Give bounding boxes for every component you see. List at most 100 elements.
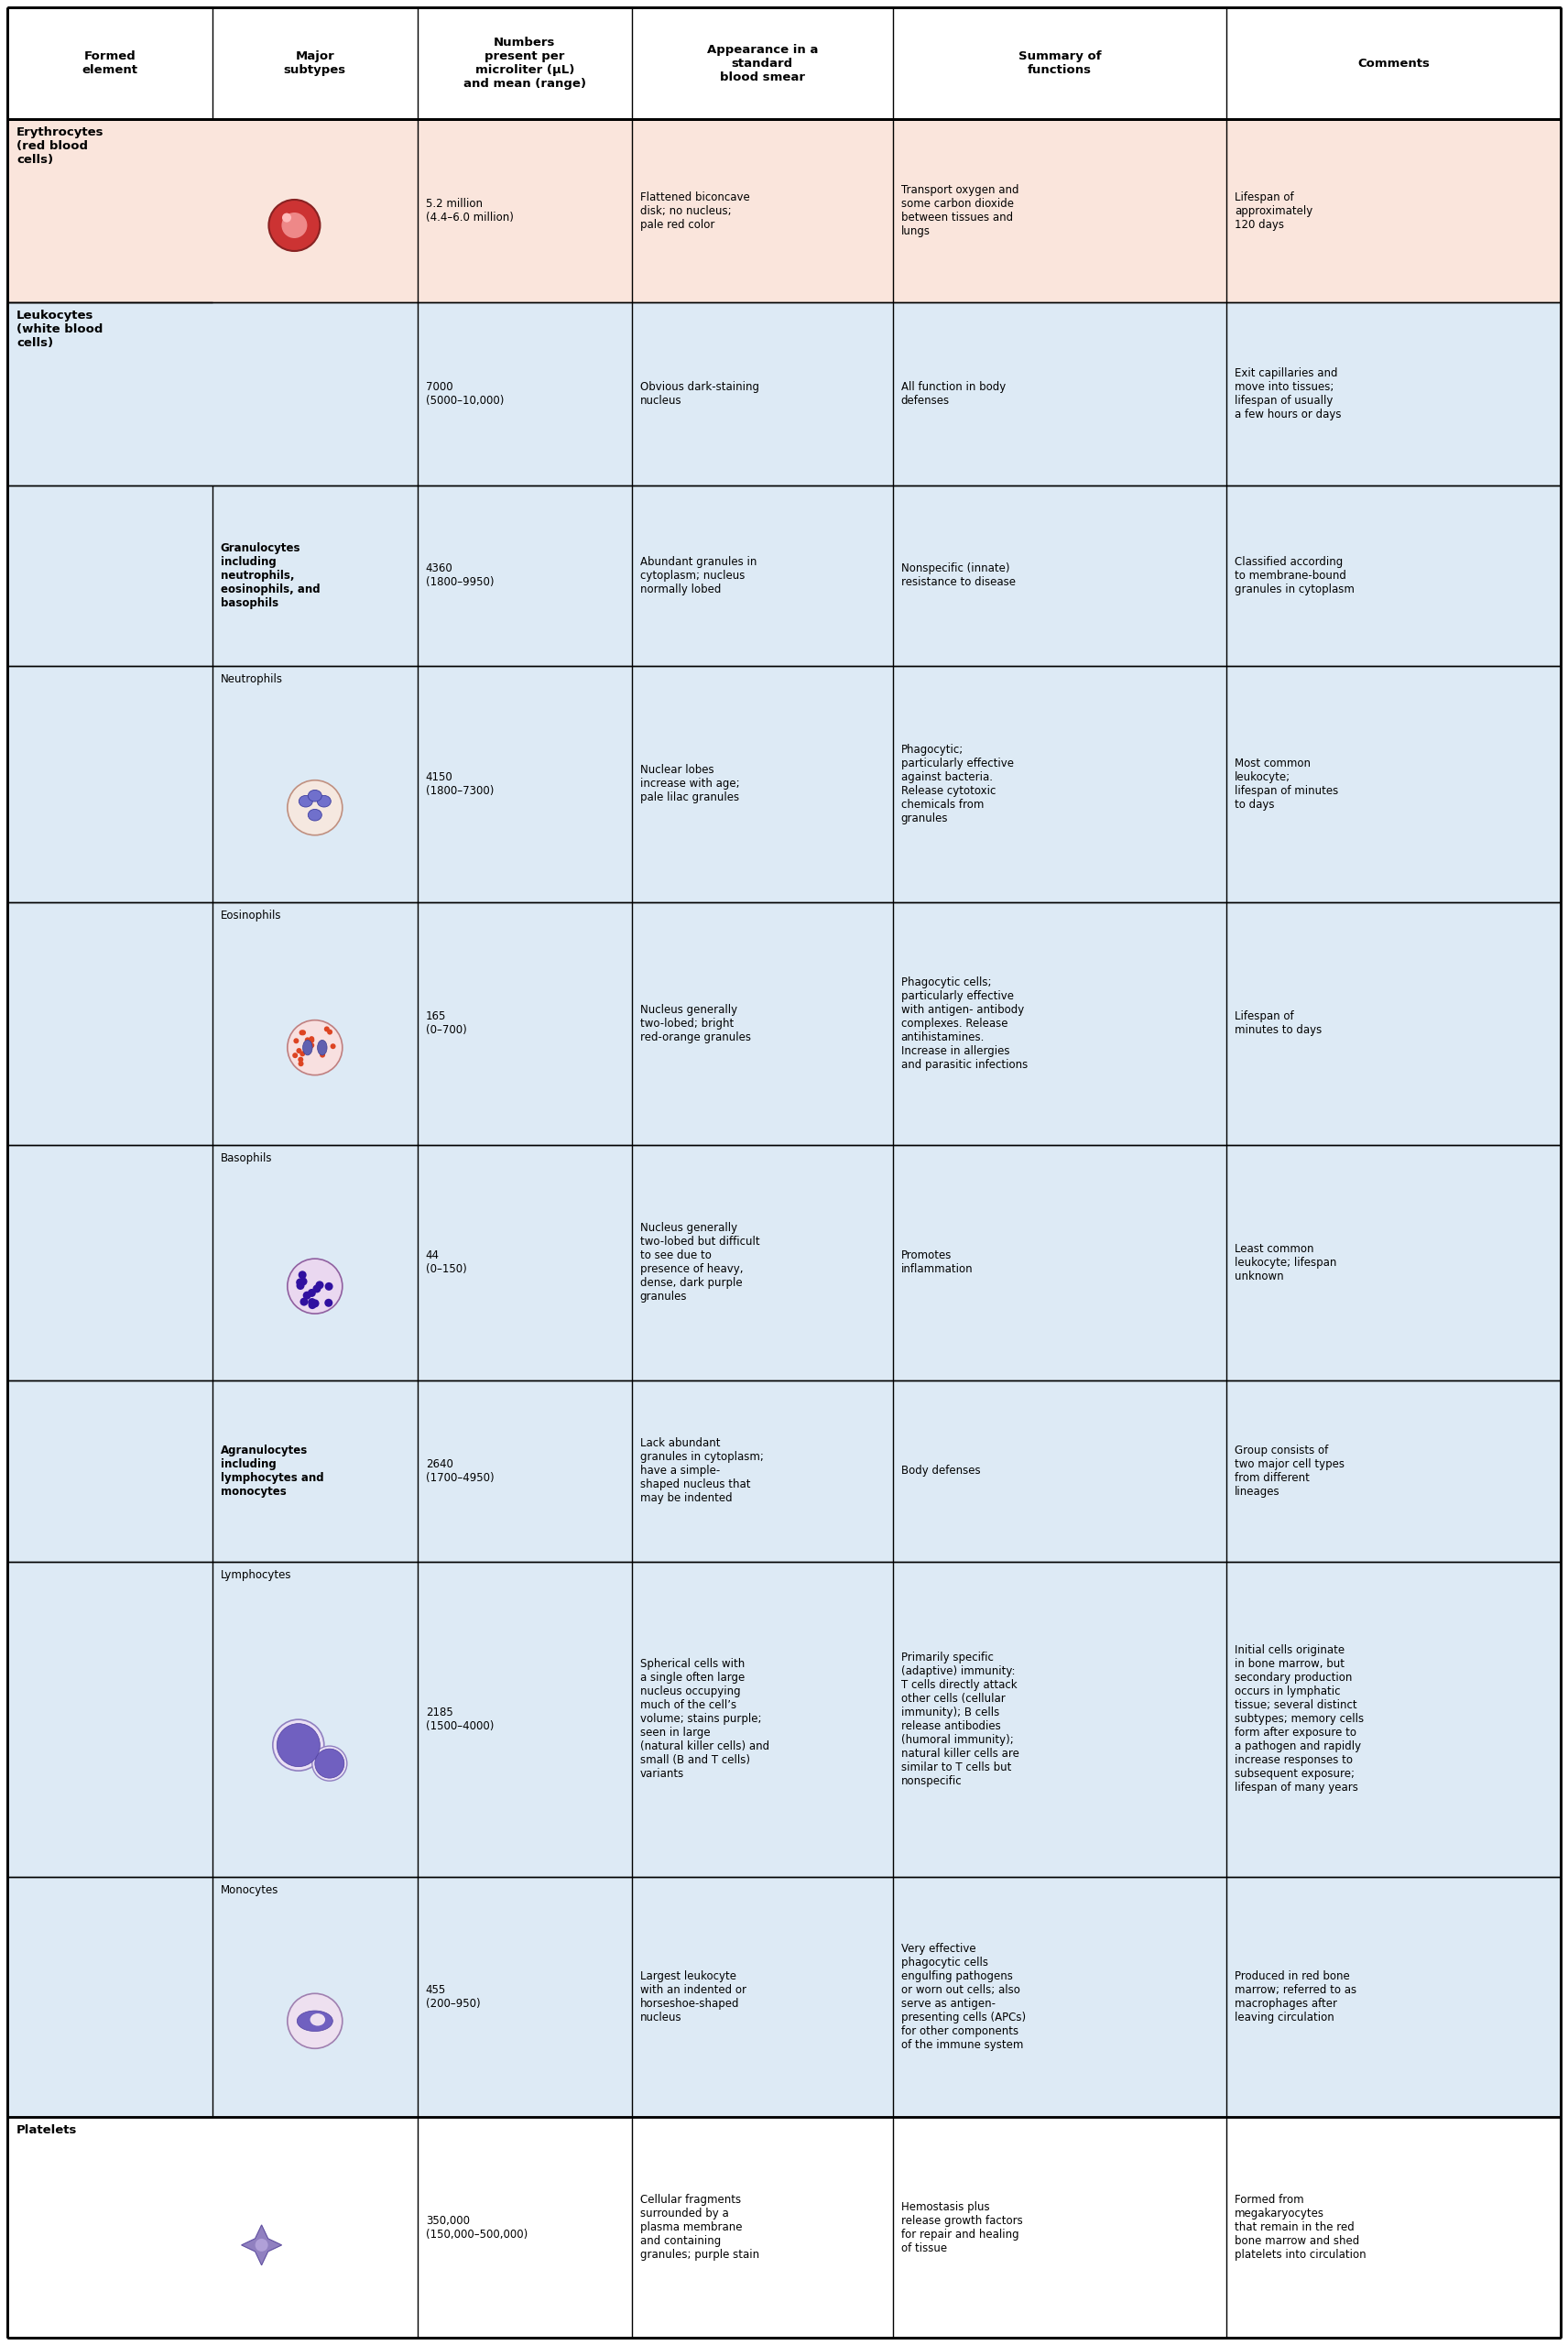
Ellipse shape: [296, 2010, 332, 2031]
Text: Most common
leukocyte;
lifespan of minutes
to days: Most common leukocyte; lifespan of minut…: [1236, 757, 1339, 811]
Circle shape: [282, 213, 292, 223]
Text: 4150
(1800–7300): 4150 (1800–7300): [425, 772, 494, 797]
Text: All function in body
defenses: All function in body defenses: [902, 380, 1005, 406]
Text: Least common
leukocyte; lifespan
unknown: Least common leukocyte; lifespan unknown: [1236, 1243, 1338, 1283]
Bar: [8, 666, 1560, 903]
Text: 455
(200–950): 455 (200–950): [425, 1984, 480, 2010]
Circle shape: [299, 1051, 306, 1058]
Circle shape: [278, 1724, 320, 1766]
Text: Formed from
megakaryocytes
that remain in the red
bone marrow and shed
platelets: Formed from megakaryocytes that remain i…: [1236, 2195, 1366, 2261]
Bar: [8, 1876, 1560, 2118]
Bar: [8, 7, 1560, 120]
Circle shape: [296, 1278, 304, 1287]
Text: Very effective
phagocytic cells
engulfing pathogens
or worn out cells; also
serv: Very effective phagocytic cells engulfin…: [902, 1944, 1025, 2052]
Circle shape: [296, 1048, 301, 1053]
Text: Classified according
to membrane-bound
granules in cytoplasm: Classified according to membrane-bound g…: [1236, 556, 1355, 596]
Ellipse shape: [310, 2014, 325, 2026]
Ellipse shape: [317, 1041, 328, 1055]
Text: Group consists of
two major cell types
from different
lineages: Group consists of two major cell types f…: [1236, 1445, 1345, 1498]
Text: Largest leukocyte
with an indented or
horseshoe-shaped
nucleus: Largest leukocyte with an indented or ho…: [640, 1970, 746, 2024]
Text: Initial cells originate
in bone marrow, but
secondary production
occurs in lymph: Initial cells originate in bone marrow, …: [1236, 1644, 1364, 1794]
Circle shape: [299, 1297, 309, 1306]
Circle shape: [315, 1280, 325, 1290]
Text: Body defenses: Body defenses: [902, 1466, 980, 1477]
Text: Appearance in a
standard
blood smear: Appearance in a standard blood smear: [707, 45, 818, 82]
Text: Lifespan of
minutes to days: Lifespan of minutes to days: [1236, 1011, 1322, 1036]
Text: Agranulocytes
including
lymphocytes and
monocytes: Agranulocytes including lymphocytes and …: [221, 1445, 323, 1498]
Bar: [8, 1144, 1560, 1381]
Text: Primarily specific
(adaptive) immunity:
T cells directly attack
other cells (cel: Primarily specific (adaptive) immunity: …: [902, 1651, 1019, 1787]
Text: Lymphocytes: Lymphocytes: [221, 1569, 292, 1581]
Text: Produced in red bone
marrow; referred to as
macrophages after
leaving circulatio: Produced in red bone marrow; referred to…: [1236, 1970, 1356, 2024]
Text: Granulocytes
including
neutrophils,
eosinophils, and
basophils: Granulocytes including neutrophils, eosi…: [221, 542, 320, 610]
Text: Obvious dark-staining
nucleus: Obvious dark-staining nucleus: [640, 380, 759, 406]
Text: 350,000
(150,000–500,000): 350,000 (150,000–500,000): [425, 2214, 527, 2239]
Text: Nucleus generally
two-lobed but difficult
to see due to
presence of heavy,
dense: Nucleus generally two-lobed but difficul…: [640, 1222, 759, 1304]
Text: Nonspecific (innate)
resistance to disease: Nonspecific (innate) resistance to disea…: [902, 563, 1016, 589]
Text: 4360
(1800–9950): 4360 (1800–9950): [425, 563, 494, 589]
Text: Major
subtypes: Major subtypes: [284, 52, 347, 75]
Text: Phagocytic cells;
particularly effective
with antigen- antibody
complexes. Relea: Phagocytic cells; particularly effective…: [902, 976, 1027, 1072]
Circle shape: [268, 199, 320, 251]
Text: 165
(0–700): 165 (0–700): [425, 1011, 467, 1036]
Text: Nuclear lobes
increase with age;
pale lilac granules: Nuclear lobes increase with age; pale li…: [640, 764, 740, 804]
Circle shape: [273, 1719, 325, 1770]
Circle shape: [310, 1299, 320, 1309]
Circle shape: [309, 1301, 317, 1309]
Bar: [8, 303, 212, 2118]
Circle shape: [293, 1039, 299, 1044]
Circle shape: [312, 1747, 347, 1780]
Circle shape: [299, 1029, 304, 1036]
Text: Eosinophils: Eosinophils: [221, 910, 282, 922]
Text: Transport oxygen and
some carbon dioxide
between tissues and
lungs: Transport oxygen and some carbon dioxide…: [902, 185, 1019, 237]
Text: Erythrocytes
(red blood
cells): Erythrocytes (red blood cells): [17, 127, 103, 166]
Circle shape: [307, 1290, 315, 1297]
Circle shape: [309, 1044, 314, 1048]
Text: Numbers
present per
microliter (μL)
and mean (range): Numbers present per microliter (μL) and …: [463, 38, 586, 89]
Text: 5.2 million
(4.4–6.0 million): 5.2 million (4.4–6.0 million): [425, 197, 513, 223]
Text: Summary of
functions: Summary of functions: [1018, 52, 1101, 75]
Ellipse shape: [307, 790, 321, 802]
Text: 2640
(1700–4950): 2640 (1700–4950): [425, 1459, 494, 1484]
Text: Cellular fragments
surrounded by a
plasma membrane
and containing
granules; purp: Cellular fragments surrounded by a plasm…: [640, 2195, 759, 2261]
Text: Promotes
inflammation: Promotes inflammation: [902, 1250, 974, 1276]
Text: 7000
(5000–10,000): 7000 (5000–10,000): [425, 380, 503, 406]
Bar: [8, 903, 1560, 1144]
Ellipse shape: [317, 795, 331, 807]
Circle shape: [299, 1278, 307, 1285]
Bar: [8, 303, 1560, 485]
Circle shape: [298, 1271, 306, 1278]
Circle shape: [304, 1036, 310, 1044]
Text: Spherical cells with
a single often large
nucleus occupying
much of the cell’s
v: Spherical cells with a single often larg…: [640, 1658, 770, 1780]
Text: Lack abundant
granules in cytoplasm;
have a simple-
shaped nucleus that
may be i: Lack abundant granules in cytoplasm; hav…: [640, 1437, 764, 1505]
Circle shape: [282, 213, 307, 239]
Text: Exit capillaries and
move into tissues;
lifespan of usually
a few hours or days: Exit capillaries and move into tissues; …: [1236, 368, 1342, 420]
Circle shape: [298, 1058, 304, 1062]
Circle shape: [309, 1036, 315, 1044]
Circle shape: [296, 1283, 304, 1290]
Circle shape: [301, 1029, 306, 1036]
Ellipse shape: [303, 1041, 312, 1055]
Text: Nucleus generally
two-lobed; bright
red-orange granules: Nucleus generally two-lobed; bright red-…: [640, 1004, 751, 1044]
Text: Lifespan of
approximately
120 days: Lifespan of approximately 120 days: [1236, 190, 1312, 230]
Circle shape: [256, 2239, 268, 2251]
Circle shape: [315, 1749, 345, 1778]
Text: Phagocytic;
particularly effective
against bacteria.
Release cytotoxic
chemicals: Phagocytic; particularly effective again…: [902, 743, 1013, 825]
Text: Flattened biconcave
disk; no nucleus;
pale red color: Flattened biconcave disk; no nucleus; pa…: [640, 190, 750, 230]
Circle shape: [303, 1292, 310, 1299]
Circle shape: [309, 1036, 314, 1041]
Text: 44
(0–150): 44 (0–150): [425, 1250, 467, 1276]
Circle shape: [287, 1993, 342, 2050]
Text: Formed
element: Formed element: [82, 52, 138, 75]
Ellipse shape: [307, 809, 321, 821]
Polygon shape: [241, 2225, 282, 2265]
Bar: [8, 1562, 1560, 1876]
Text: 2185
(1500–4000): 2185 (1500–4000): [425, 1707, 494, 1733]
Circle shape: [298, 1060, 304, 1067]
Circle shape: [331, 1044, 336, 1048]
Text: Leukocytes
(white blood
cells): Leukocytes (white blood cells): [17, 310, 103, 349]
Text: Comments: Comments: [1358, 56, 1430, 70]
Text: Neutrophils: Neutrophils: [221, 673, 282, 685]
Circle shape: [325, 1283, 332, 1290]
Circle shape: [325, 1299, 332, 1306]
